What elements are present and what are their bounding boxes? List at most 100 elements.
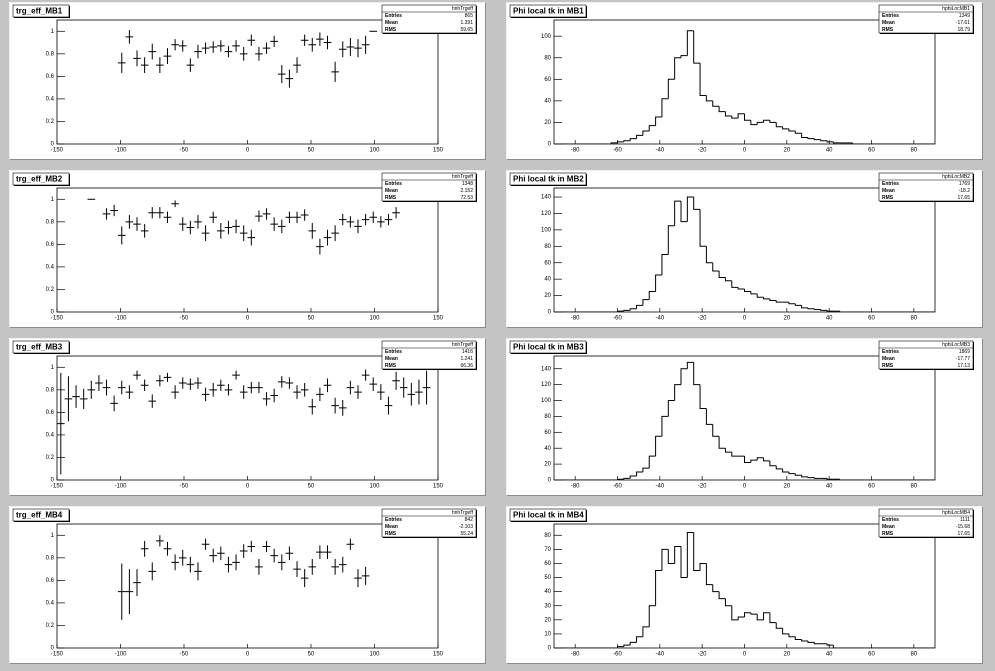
y-tick-label: 20 [544,617,551,623]
x-tick-label: 40 [826,484,833,490]
x-tick-label: 0 [743,148,747,154]
y-tick-label: 40 [544,277,551,283]
title-box [509,508,587,522]
histogram-bin [617,646,624,648]
x-tick-label: 80 [910,652,917,658]
data-point [338,399,347,416]
data-point [186,556,195,573]
data-point [239,385,248,399]
x-tick-label: 80 [910,484,917,490]
histogram-bin [636,304,643,309]
data-point [277,554,286,571]
stats-value: -18.2 [959,188,971,194]
x-tick-label: 100 [369,484,380,490]
x-tick-label: -100 [114,652,127,658]
y-tick-label: 0.6 [46,242,55,248]
data-point [178,377,187,389]
y-tick-label: 0.4 [46,96,55,102]
histogram-bin [636,134,643,139]
data-point [125,30,134,44]
stats-label: Mean [882,188,895,194]
x-tick-label: 50 [308,316,315,322]
data-point [415,379,423,405]
data-point [255,210,263,222]
data-point [87,380,96,399]
histogram-bin [712,584,720,593]
histogram-bin [769,612,777,624]
y-tick-label: 60 [544,561,551,567]
histogram-bin [731,452,739,457]
histogram-bin [648,125,656,132]
y-tick-label: 100 [541,34,552,40]
histogram-bin [680,55,688,58]
stats-label: RMS [385,195,397,201]
data-point [156,535,164,547]
data-point [300,383,309,397]
plot-area [57,369,431,475]
stats-label: Entries [882,349,899,355]
y-tick-label: 0 [548,478,552,484]
data-point [178,549,187,566]
data-point [171,39,179,51]
stats-value: 1869 [959,349,970,355]
y-tick-label: 0.8 [46,219,55,225]
data-point [217,40,225,52]
histogram-bin [813,308,821,311]
histogram-bin [623,477,631,480]
data-point [125,569,134,615]
histogram-bin [731,280,739,288]
data-point [323,545,332,559]
histogram-bin [763,297,770,300]
data-point [178,40,187,52]
y-tick-label: 1 [51,197,55,203]
data-point [232,554,240,571]
data-point [255,381,263,394]
y-tick-label: 100 [541,398,552,404]
data-point [316,32,324,46]
data-point [156,375,164,387]
histogram-bin [629,308,637,311]
x-tick-label: -80 [571,148,580,154]
pad: -80 -60 -40 -20 0 20 40 60 80 0 20 40 60 80 100 Phi loc… [506,2,983,160]
stats-label: Entries [385,517,402,523]
data-point [102,208,111,220]
histogram-bin [750,291,758,295]
data-point [323,229,332,246]
histogram-bin [623,644,631,647]
data-point [163,542,172,556]
data-point [361,35,370,54]
stats-box [381,172,477,202]
y-tick-label: 0.4 [46,264,55,270]
data-point [125,385,134,399]
x-tick-label: -60 [613,652,622,658]
stats-value: 1.241 [460,356,473,362]
histogram-bin [661,548,669,571]
x-tick-label: 60 [868,148,875,154]
histogram-bin [693,362,701,386]
histogram-bin [794,473,802,476]
histogram-bin [617,141,624,143]
histogram-bin [820,139,828,142]
x-tick-label: 0 [246,148,250,154]
x-tick-label: 100 [369,148,380,154]
histogram-bin [832,645,840,648]
histogram-bin [826,140,834,143]
stats-value: 2.152 [460,188,473,194]
histogram-bin [667,225,675,255]
x-tick-label: 50 [308,148,315,154]
histogram-bin [775,122,783,128]
y-tick-label: 80 [544,414,551,420]
stats-value: 66.36 [460,363,473,369]
data-point [300,209,309,221]
stats-value: 59.65 [460,27,473,33]
y-tick-label: 0.2 [46,287,55,293]
histogram-bin [724,277,732,282]
stats-label: Mean [385,20,398,26]
stats-name: hnhTrgeff [452,342,474,348]
stats-value: 17.65 [957,531,970,537]
stats-label: Mean [385,524,398,530]
chart-title: trg_eff_MB4 [16,511,63,520]
pad: -80 -60 -40 -20 0 20 40 60 80 0 20 40 60 80 100 120 140 P… [506,170,983,328]
y-tick-label: 140 [541,195,552,201]
